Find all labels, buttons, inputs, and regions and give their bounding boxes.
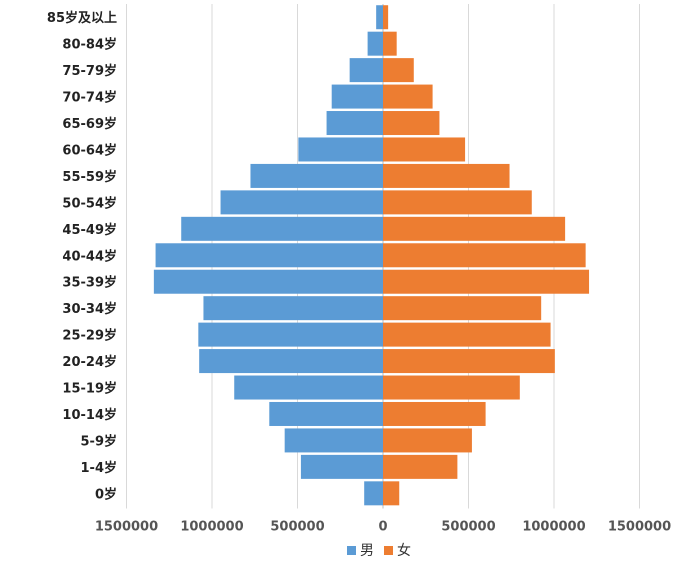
bar-male (331, 84, 383, 109)
x-tick-label: 500000 (270, 520, 324, 535)
bar-male (181, 216, 383, 241)
category-label: 85岁及以上 (47, 10, 117, 26)
x-tick-label: 1000000 (180, 520, 243, 535)
bar-male (203, 296, 383, 321)
legend: 男女 (347, 542, 411, 559)
bar-female (383, 216, 566, 241)
bar-male (376, 5, 383, 30)
x-tick-label: 500000 (441, 520, 495, 535)
bar-female (383, 349, 555, 374)
bar-male (198, 322, 383, 347)
x-tick-label: 0 (378, 520, 387, 535)
bar-female (383, 296, 542, 321)
bar-male (367, 31, 383, 56)
bar-female (383, 454, 458, 479)
bar-female (383, 163, 510, 188)
bar-female (383, 481, 400, 506)
category-label: 75-79岁 (62, 63, 117, 79)
bar-female (383, 401, 486, 426)
x-tick-label: 1500000 (608, 520, 671, 535)
bar-female (383, 190, 532, 215)
legend-label-male: 男 (360, 543, 374, 559)
bar-female (383, 58, 414, 83)
category-label: 30-34岁 (62, 301, 117, 317)
bar-male (349, 58, 383, 83)
bar-male (220, 190, 383, 215)
bar-male (269, 401, 383, 426)
x-axis-tick-labels: 1500000 1000000 500000 0 500000 1000000 150000… (95, 520, 671, 535)
bar-female (383, 31, 397, 56)
bar-male (284, 428, 383, 453)
bar-male (234, 375, 383, 400)
category-label: 45-49岁 (62, 222, 117, 238)
bar-female (383, 322, 551, 347)
bar-male (298, 137, 383, 162)
bar-male (199, 349, 383, 374)
bar-female (383, 269, 590, 294)
category-label: 35-39岁 (62, 275, 117, 291)
category-label: 1-4岁 (81, 460, 118, 476)
category-label: 20-24岁 (62, 354, 117, 370)
category-label: 10-14岁 (62, 407, 117, 423)
category-label: 65-69岁 (62, 116, 117, 132)
category-label: 60-64岁 (62, 142, 117, 158)
legend-swatch-female (384, 546, 393, 555)
bar-male (153, 269, 383, 294)
bar-female (383, 375, 520, 400)
bars (153, 5, 590, 506)
bar-male (364, 481, 383, 506)
category-label: 0岁 (95, 486, 117, 502)
bar-male (326, 111, 383, 136)
x-tick-label: 1500000 (95, 520, 158, 535)
legend-swatch-male (347, 546, 356, 555)
bar-female (383, 84, 433, 109)
category-labels: 85岁及以上 80-84岁 75-79岁 70-74岁 65-69岁 60-64岁 55-5… (47, 10, 117, 502)
bar-male (155, 243, 383, 268)
legend-label-female: 女 (397, 542, 411, 559)
bar-male (300, 454, 383, 479)
bar-female (383, 137, 466, 162)
bar-male (250, 163, 383, 188)
category-label: 50-54岁 (62, 195, 117, 211)
category-label: 15-19岁 (62, 381, 117, 397)
bar-female (383, 5, 389, 30)
bar-female (383, 243, 586, 268)
category-label: 40-44岁 (62, 248, 117, 264)
category-label: 5-9岁 (81, 433, 118, 449)
category-label: 80-84岁 (62, 37, 117, 53)
category-label: 55-59岁 (62, 169, 117, 185)
category-label: 70-74岁 (62, 90, 117, 106)
category-label: 25-29岁 (62, 328, 117, 344)
bar-female (383, 428, 472, 453)
bar-female (383, 111, 440, 136)
x-tick-label: 1000000 (522, 520, 585, 535)
